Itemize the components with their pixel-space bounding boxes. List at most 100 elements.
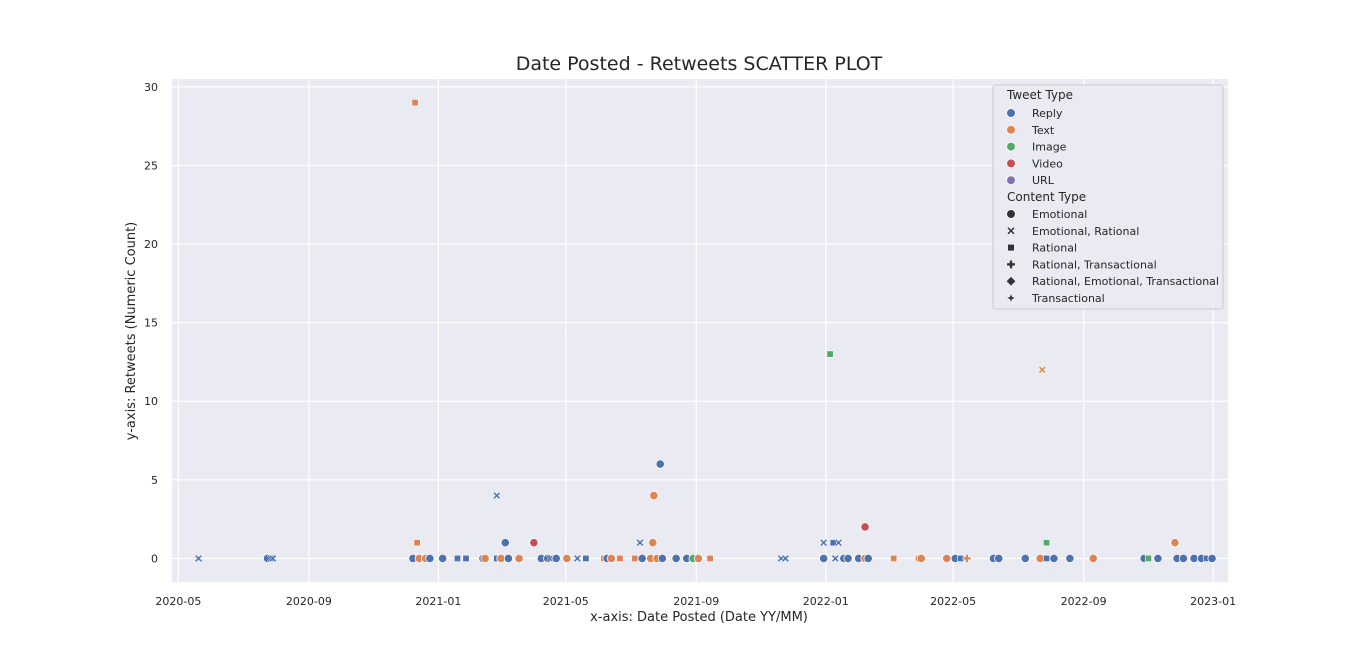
data-point-reply-circle: [819, 553, 829, 564]
y-tick-label: 0: [151, 552, 158, 565]
data-point-text-square: [411, 99, 419, 107]
data-point-reply-circle: [1020, 553, 1030, 564]
legend-marker-video: [1006, 158, 1016, 169]
legend-marker-url: [1006, 175, 1016, 186]
legend-label-reply: Reply: [1032, 107, 1063, 120]
data-point-video-circle: [860, 522, 870, 532]
legend-marker-circle: [1006, 209, 1016, 219]
legend-marker-reply: [1006, 108, 1016, 118]
legend-label-content-type: Rational: [1032, 242, 1077, 255]
data-point-reply-x: [781, 554, 790, 563]
x-axis-ticks: 2020-05 2020-09 2021-01 2021-05 2021-09 2022-…: [155, 595, 1236, 608]
data-point-text-circle: [942, 553, 952, 564]
data-point-text-square: [706, 554, 714, 562]
legend-marker-text: [1006, 124, 1016, 135]
legend-label-content-type: Rational, Emotional, Transactional: [1032, 275, 1219, 288]
data-point-reply-circle: [503, 553, 514, 564]
data-point-reply-x: [636, 538, 644, 547]
x-tick-label: 2023-01: [1190, 595, 1236, 608]
data-point-reply-circle: [671, 553, 681, 564]
data-point-reply-circle: [994, 553, 1004, 564]
data-point-reply-circle: [1178, 553, 1189, 564]
data-point-image-square: [1043, 539, 1051, 547]
chart-title: Date Posted - Retweets SCATTER PLOT: [516, 53, 883, 75]
data-point-reply-x: [573, 554, 582, 563]
legend: Tweet Type Reply Text Image Video URL Conten…: [992, 84, 1224, 310]
data-point-reply-x: [834, 538, 843, 547]
x-tick-label: 2022-05: [930, 595, 976, 608]
data-point-reply-square: [453, 554, 461, 562]
data-point-reply-circle: [655, 459, 665, 469]
data-point-text-square: [890, 554, 898, 562]
x-tick-label: 2022-01: [803, 595, 849, 608]
data-point-reply-circle: [425, 553, 435, 564]
data-point-reply-square: [1043, 554, 1051, 562]
data-point-reply-square: [829, 539, 837, 547]
data-point-reply-circle: [438, 553, 448, 564]
legend-box: [992, 84, 1224, 310]
y-axis-label: y-axis: Retweets (Numeric Count): [124, 222, 139, 441]
legend-label-url: URL: [1032, 174, 1055, 187]
data-point-text-x: [1038, 365, 1047, 374]
legend-marker-plus: [1006, 259, 1016, 269]
x-tick-label: 2020-05: [155, 595, 201, 608]
x-tick-label: 2021-09: [673, 595, 719, 608]
data-point-reply-circle: [1153, 553, 1163, 564]
x-tick-label: 2022-09: [1061, 595, 1107, 608]
legend-label-text: Text: [1031, 124, 1055, 137]
data-point-reply-x: [831, 554, 840, 563]
data-point-text-square: [413, 539, 421, 547]
data-point-text-circle: [649, 490, 659, 501]
legend-label-content-type: Emotional: [1032, 208, 1087, 221]
x-tick-label: 2021-01: [415, 595, 461, 608]
legend-tweet-types: Reply Text Image Video URL: [1006, 107, 1067, 187]
y-tick-label: 25: [144, 159, 158, 172]
data-point-text-circle: [514, 553, 524, 564]
data-point-reply-circle: [1207, 553, 1217, 564]
data-point-text-square: [616, 554, 624, 562]
data-point-video-circle: [529, 538, 539, 548]
y-tick-label: 5: [151, 474, 158, 487]
legend-label-content-type: Emotional, Rational: [1032, 225, 1139, 238]
data-point-text-circle: [1088, 553, 1098, 564]
x-axis-label: x-axis: Date Posted (Date YY/MM): [590, 610, 808, 625]
y-tick-label: 10: [144, 395, 158, 408]
y-axis-ticks: 0 5 10 15 20 25 30: [144, 81, 158, 566]
data-point-text-circle: [480, 553, 490, 564]
legend-marker-square: [1007, 243, 1015, 252]
data-point-text-circle: [606, 553, 616, 564]
legend-label-content-type: Rational, Transactional: [1032, 258, 1157, 271]
legend-tweet-type-title: Tweet Type: [1006, 88, 1073, 102]
y-tick-label: 30: [144, 81, 158, 94]
data-point-reply-x: [194, 554, 203, 563]
data-point-text-circle: [1170, 538, 1180, 548]
legend-marker-diamond: [1006, 276, 1016, 287]
data-point-reply-circle: [657, 553, 667, 564]
data-point-text-circle: [916, 553, 926, 564]
data-point-reply-circle: [1065, 553, 1075, 564]
legend-content-types: Emotional Emotional, Rational Rational Rati…: [1005, 208, 1219, 305]
data-point-text-circle: [693, 553, 704, 564]
data-point-reply-circle: [1049, 553, 1059, 564]
legend-marker-x: [1006, 226, 1016, 235]
data-point-reply-x: [268, 554, 277, 563]
data-point-reply-circle: [843, 553, 853, 564]
data-point-text-plus: [962, 554, 972, 563]
legend-label-content-type: Transactional: [1031, 292, 1105, 305]
data-point-image-square: [1144, 554, 1152, 562]
legend-label-image: Image: [1032, 141, 1067, 154]
data-point-reply-x: [492, 491, 501, 500]
data-point-text-circle: [562, 553, 572, 564]
y-tick-label: 15: [144, 317, 158, 330]
legend-marker-image: [1006, 141, 1016, 152]
data-point-reply-circle: [551, 553, 561, 564]
data-point-text-square: [631, 554, 639, 562]
data-point-reply-circle: [637, 553, 647, 564]
data-points: [194, 99, 1217, 564]
data-point-text-circle: [648, 538, 658, 548]
data-point-reply-square: [582, 554, 590, 562]
data-point-reply-x: [819, 538, 828, 547]
x-tick-label: 2021-05: [543, 595, 589, 608]
data-point-reply-circle: [500, 538, 510, 548]
